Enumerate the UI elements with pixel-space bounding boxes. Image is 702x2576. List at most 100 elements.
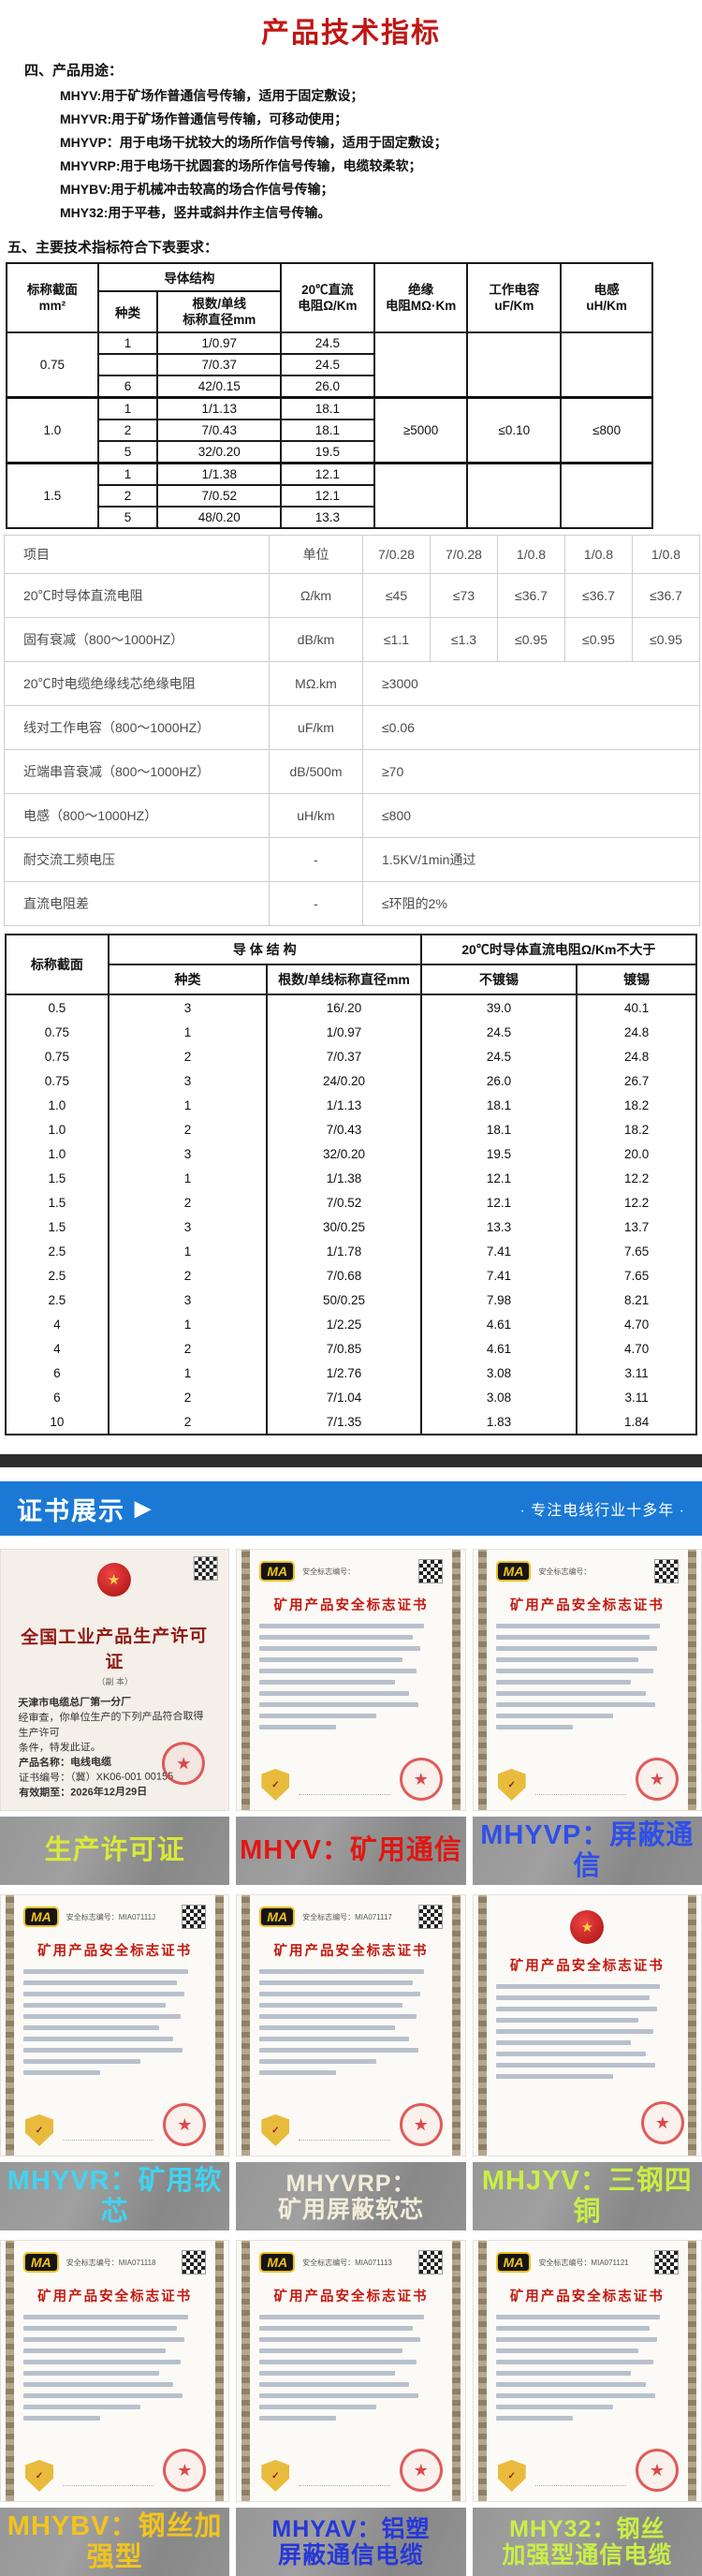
table1-row: 1.0 1 1/1.13 18.1 ≥5000 ≤0.10 ≤800: [6, 396, 653, 464]
qr-code-icon: [417, 1905, 443, 1929]
certificate-title: 矿用产品安全标志证书: [509, 1598, 665, 1613]
text-line: [495, 1680, 632, 1685]
text-line: [259, 1657, 402, 1662]
table2-unit-cell: dB/km: [269, 617, 363, 662]
text-line: [23, 2070, 101, 2075]
text-line: [23, 2048, 183, 2053]
table3-cell: 7/0.37: [266, 1044, 421, 1068]
qr-code-icon: [193, 1555, 219, 1582]
table1-cell: 18.1: [280, 396, 375, 420]
certificate-header: MA 安全标志编号：MIA071117: [259, 1905, 443, 1929]
table3-cell: 13.3: [419, 1214, 578, 1239]
table3-cell: 19.5: [419, 1141, 578, 1166]
certificate-caption-line: MHJYV：三钢四铜: [481, 2166, 693, 2227]
certificate-header: MA 安全标志编号：: [259, 1559, 443, 1583]
text-line: [23, 2337, 184, 2342]
certificate-caption: MHJYV：三钢四铜: [472, 2162, 702, 2230]
certificate-caption: MHYVR：矿用软芯: [0, 2162, 230, 2230]
table1-nominal-cell: 0.75: [6, 331, 99, 399]
text-line: [23, 2393, 183, 2398]
text-line: [259, 1646, 421, 1651]
shield-seal-icon: ✓: [25, 2114, 53, 2146]
text-line: [495, 1624, 661, 1628]
table3-cell: 0.5: [5, 994, 109, 1020]
text-line: [259, 1980, 414, 1985]
table2-value-cell: ≤73: [430, 573, 498, 618]
table3-cell: 1.0: [5, 1093, 109, 1117]
table3-subheader-row: 种类 根数/单线标称直径mm 不镀锡 镀锡: [6, 964, 697, 995]
table3-cell: 2: [107, 1044, 268, 1068]
certificate-caption: MHYBV：钢丝加强型: [0, 2508, 230, 2576]
table3-cell: 3: [107, 994, 268, 1020]
section-divider-bar: [0, 1454, 702, 1467]
text-line: [23, 1969, 188, 1974]
table2-value-cell: ≤0.95: [497, 617, 565, 662]
license-inner: ★ 全国工业产品生产许可证 （副 本） 天津市电缆总厂第一分厂 经审查，你单位生产的下列…: [1, 1550, 228, 1810]
table3-cell: 1.0: [5, 1141, 109, 1166]
table1-row: 7/0.37 24.5: [7, 353, 652, 376]
table3-row: 6 2 7/1.04 3.08 3.11: [5, 1385, 696, 1409]
certificate-border-strip: [687, 1895, 696, 2156]
certificate-footer: ✓ ★: [25, 2449, 207, 2492]
table3-cell: 50/0.25: [266, 1288, 421, 1312]
table2-item-cell: 耐交流工频电压: [4, 837, 270, 882]
certificate-number: 安全标志编号：: [302, 1567, 356, 1576]
text-line: [259, 1714, 377, 1718]
text-line: [23, 1980, 178, 1985]
table3-cell: 24.8: [576, 1044, 696, 1068]
table2-spec-col: 1/0.8: [632, 535, 700, 574]
red-stamp-icon: ★: [399, 1758, 443, 1801]
certificate-inner: MA 安全标志编号： 矿用产品安全标志证书 ✓ ★: [237, 1550, 464, 1810]
table3-row: 4 1 1/2.25 4.61 4.70: [5, 1312, 696, 1336]
table3-cell: 16/.20: [266, 994, 421, 1020]
table3-cell: 7/0.68: [266, 1263, 421, 1288]
table1-row: 6 42/0.15 26.0: [7, 375, 652, 399]
certificate-header: MA 安全标志编号：MIA071113: [259, 2250, 443, 2274]
table1-cell: 26.0: [280, 375, 375, 399]
table3-cell: 12.2: [576, 1190, 696, 1214]
certificate-border-strip: [451, 2241, 461, 2501]
table3-cell: 7/1.35: [266, 1409, 421, 1435]
text-line: [23, 2416, 101, 2421]
usage-item: MHYVRP:用于电场干扰圆套的场所作信号传输，电缆较柔软；: [60, 158, 422, 173]
table3-row: 0.75 2 7/0.37 24.5 24.8: [5, 1044, 696, 1068]
table2-item-cell: 直流电阻差: [4, 881, 270, 926]
table3-cell: 4.70: [576, 1312, 696, 1336]
text-line: [23, 2037, 174, 2041]
certificate-inner: MA 安全标志编号：MIA07111J 矿用产品安全标志证书 ✓ ★: [1, 1895, 228, 2156]
text-line: [259, 1691, 410, 1696]
table3-cell: 18.1: [419, 1117, 578, 1141]
signature-line: [534, 2473, 626, 2486]
certificate-text-lines: [259, 1624, 442, 1730]
certificate-title: 矿用产品安全标志证书: [37, 2289, 193, 2304]
text-line: [23, 2014, 181, 2019]
certificates-banner-title-wrap: 证书展示 ▶: [17, 1491, 153, 1527]
table3-cell: 2: [107, 1336, 268, 1361]
red-stamp-icon: ★: [635, 2449, 679, 2492]
table2-row: 20℃时电缆绝缘线芯绝缘电阻 MΩ.km ≥3000: [4, 661, 700, 706]
table2-col-unit: 单位: [269, 535, 363, 574]
certificate-caption-line: MHYVP：屏蔽通信: [480, 1820, 695, 1881]
table2-row: 线对工作电容（800～1000HZ） uF/km ≤0.06: [4, 705, 700, 750]
certificates-banner-tagline: · 专注电线行业十多年 ·: [519, 1503, 685, 1519]
table3-row: 2.5 2 7/0.68 7.41 7.65: [5, 1263, 696, 1288]
certificate-text-lines: [23, 2315, 206, 2421]
table3-row: 1.0 3 32/0.20 19.5 20.0: [5, 1141, 696, 1166]
table3-cell: 7.65: [576, 1239, 696, 1263]
text-line: [259, 2416, 337, 2421]
table2-value-cell: ≤1.3: [430, 617, 498, 662]
table3-cell: 18.1: [419, 1093, 578, 1117]
table1-header-row: 标称截面 mm² 导体结构 20℃直流 电阻Ω/Km 绝缘 电阻MΩ·Km 工作电容 u…: [6, 262, 653, 333]
table1-nominal-cell: 1.5: [6, 462, 99, 529]
text-line: [495, 2052, 646, 2056]
signature-line: [299, 2127, 390, 2141]
table1-col-conductor-group: 导体结构: [96, 262, 283, 292]
text-line: [495, 1691, 646, 1696]
national-emblem-icon: ★: [96, 1562, 131, 1597]
table3-row: 0.5 3 16/.20 39.0 40.1: [5, 994, 696, 1020]
text-line: [259, 1680, 395, 1685]
certificate-caption: MHYAV：铝塑 屏蔽通信电缆: [236, 2508, 466, 2576]
table1-cell: 7/0.43: [156, 419, 283, 442]
certificate-header: MA 安全标志编号：MIA07111J: [23, 1905, 207, 1929]
table3-cell: 13.7: [576, 1214, 696, 1239]
